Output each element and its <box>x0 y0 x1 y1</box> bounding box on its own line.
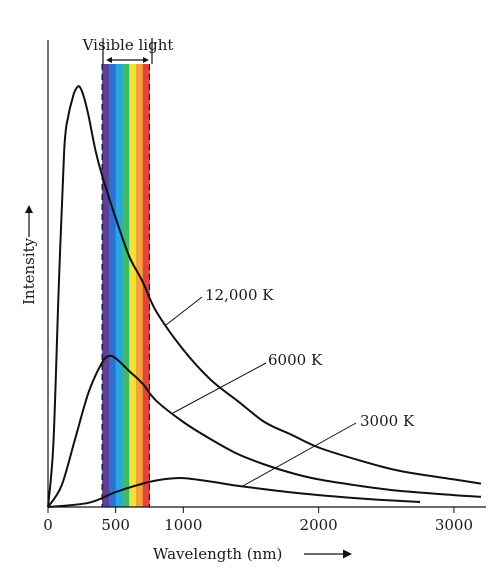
y-axis-arrowhead <box>25 205 33 213</box>
band-arrowhead-left <box>106 57 112 63</box>
band-stripe <box>102 64 110 507</box>
x-tick-label: 2000 <box>300 516 338 534</box>
y-axis-label-group: Intensity <box>20 205 38 305</box>
band-stripe <box>108 64 117 507</box>
series-labels: 12,000 K 6000 K 3000 K <box>205 286 415 430</box>
x-tick-label: 500 <box>101 516 130 534</box>
axes <box>47 40 486 508</box>
band-arrowhead-right <box>143 57 149 63</box>
x-tick-label: 1000 <box>164 516 202 534</box>
band-stripe <box>135 64 144 507</box>
curve-series-1 <box>47 354 482 508</box>
x-ticks: 0 500 1000 2000 3000 <box>43 507 473 534</box>
visible-light-label: Visible light <box>82 36 174 54</box>
band-stripe <box>115 64 123 507</box>
x-axis-label-group: Wavelength (nm) <box>153 545 352 563</box>
x-axis-label: Wavelength (nm) <box>153 545 282 563</box>
x-axis-arrowhead <box>343 549 352 559</box>
series-label-3000k: 3000 K <box>360 412 415 430</box>
series-label-6000k: 6000 K <box>268 351 323 369</box>
x-tick-label: 3000 <box>435 516 473 534</box>
visible-band <box>101 64 151 507</box>
curve-series-2 <box>47 477 421 508</box>
curve-callouts <box>165 296 357 488</box>
curves <box>47 85 482 508</box>
callout-3000k <box>240 422 357 488</box>
band-stripe <box>142 64 150 507</box>
curve-series-0 <box>47 85 482 508</box>
x-tick-label: 0 <box>43 516 53 534</box>
visible-light-annotation: Visible light <box>82 36 174 64</box>
callout-12000k <box>165 296 203 326</box>
y-axis-label: Intensity <box>20 237 38 305</box>
band-stripe <box>122 64 130 507</box>
series-label-12000k: 12,000 K <box>205 286 274 304</box>
callout-6000k <box>172 362 267 414</box>
band-stripe <box>129 64 137 507</box>
